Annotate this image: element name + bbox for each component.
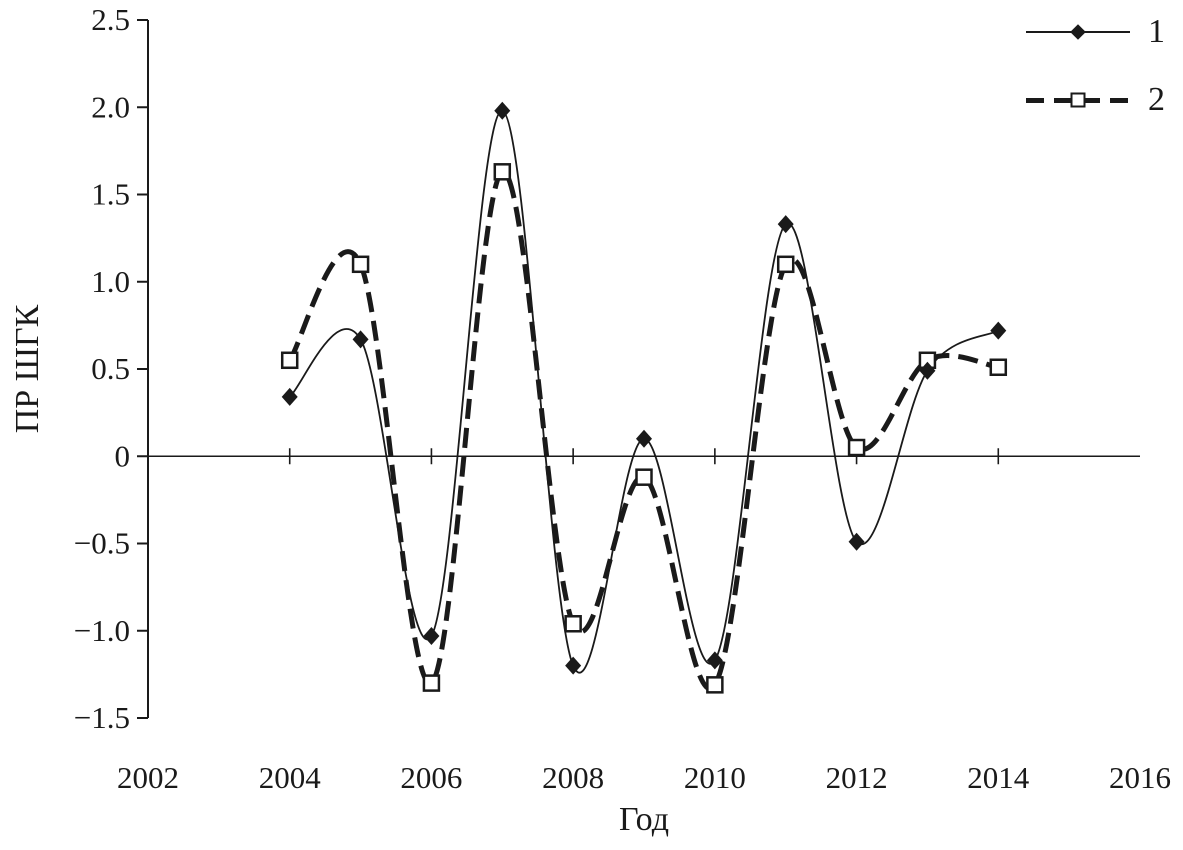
series-2-line bbox=[287, 169, 999, 691]
series-2-marker bbox=[493, 163, 512, 181]
series-2-marker bbox=[564, 615, 582, 633]
series-2-marker bbox=[635, 468, 653, 486]
x-tick-label: 2004 bbox=[259, 760, 322, 795]
series-2-marker bbox=[776, 255, 795, 274]
legend-item-series-2: 2 bbox=[1026, 80, 1165, 120]
series-1-marker bbox=[706, 651, 723, 670]
x-tick-label: 2014 bbox=[967, 760, 1030, 795]
chart-legend: 1 2 bbox=[1026, 12, 1165, 120]
open-square-icon bbox=[1070, 92, 1086, 108]
y-tick-label: 2.5 bbox=[91, 2, 130, 37]
x-tick-label: 2008 bbox=[542, 760, 604, 795]
x-tick-label: 2016 bbox=[1109, 760, 1171, 795]
series-1-marker bbox=[848, 532, 865, 551]
series-2-marker bbox=[351, 255, 370, 274]
x-axis-title: Год bbox=[619, 801, 669, 838]
series-1-marker bbox=[423, 626, 440, 645]
series-1-marker bbox=[494, 101, 511, 120]
series-1-marker bbox=[990, 321, 1007, 340]
filled-diamond-icon bbox=[1070, 24, 1086, 40]
x-tick-label: 2006 bbox=[400, 760, 462, 795]
y-tick-label: 0 bbox=[115, 438, 131, 473]
legend-dashed-line-icon bbox=[1026, 92, 1130, 108]
x-tick-label: 2002 bbox=[117, 760, 179, 795]
series-1-marker bbox=[919, 361, 936, 380]
series-1-marker bbox=[565, 656, 582, 675]
legend-item-series-1: 1 bbox=[1026, 12, 1165, 52]
series-1-line bbox=[289, 109, 999, 674]
y-tick-label: −1.0 bbox=[74, 613, 130, 648]
series-2-marker bbox=[422, 674, 441, 692]
y-tick-label: −0.5 bbox=[74, 526, 130, 561]
series-1-marker bbox=[281, 387, 298, 406]
x-tick-label: 2010 bbox=[684, 760, 746, 795]
series-2-marker bbox=[280, 351, 299, 370]
legend-solid-line-icon bbox=[1026, 24, 1130, 40]
legend-label-series-2: 2 bbox=[1148, 81, 1165, 118]
y-tick-label: 1.0 bbox=[91, 264, 130, 299]
series-1-marker bbox=[636, 429, 652, 448]
y-tick-label: 0.5 bbox=[91, 351, 130, 386]
y-tick-label: −1.5 bbox=[74, 700, 130, 735]
series-2-marker bbox=[706, 676, 724, 694]
series-2-marker bbox=[989, 358, 1008, 377]
y-axis-title: ПР ШГК bbox=[9, 304, 46, 434]
series-1-marker bbox=[352, 330, 369, 349]
legend-label-series-1: 1 bbox=[1148, 13, 1165, 50]
y-tick-label: 2.0 bbox=[91, 89, 130, 124]
y-tick-label: 1.5 bbox=[91, 177, 130, 212]
series-1-marker bbox=[777, 215, 794, 234]
x-tick-label: 2012 bbox=[826, 760, 888, 795]
series-2-marker bbox=[847, 438, 866, 457]
